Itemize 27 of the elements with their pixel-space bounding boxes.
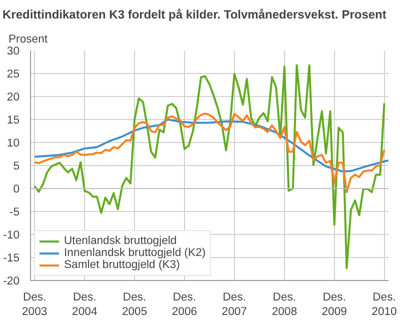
x-tick-label: Des. 2010: [372, 292, 397, 318]
x-tick-label: Des. 2004: [72, 292, 98, 318]
legend-label: Utenlandsk bruttogjeld: [64, 235, 177, 247]
x-tick-label: Des. 2006: [172, 292, 198, 318]
x-tick-label: Des. 2008: [272, 292, 298, 318]
y-tick-label: 5: [13, 160, 20, 172]
x-tick-label: Des. 2009: [322, 292, 347, 318]
line-series: [34, 64, 386, 270]
line-series: [34, 112, 386, 194]
legend-label: Innenlandsk bruttogjeld (K2): [64, 247, 206, 259]
x-tick-label: Des. 2007: [222, 292, 247, 318]
line-series: [34, 118, 388, 172]
y-tick-label: -15: [3, 252, 20, 264]
x-tick-label: Des. 2005: [122, 292, 148, 318]
y-tick-label: 10: [6, 138, 20, 150]
y-tick-label: 15: [6, 114, 20, 126]
y-tick-label: -20: [3, 276, 20, 288]
y-axis-title: Prosent: [8, 34, 48, 46]
x-tick-label: Des. 2003: [22, 292, 48, 318]
chart-title: Kredittindikatoren K3 fordelt på kilder. Tolvmånedersvekst. Prosent: [2, 8, 386, 22]
legend-label: Samlet bruttogjeld (K3): [64, 259, 180, 271]
y-tick-label: 30: [6, 46, 20, 58]
y-tick-label: 0: [13, 184, 20, 196]
y-tick-label: -10: [3, 230, 20, 242]
y-tick-label: 25: [6, 68, 20, 80]
y-tick-label: -5: [9, 206, 20, 218]
y-tick-label: 20: [6, 92, 20, 104]
